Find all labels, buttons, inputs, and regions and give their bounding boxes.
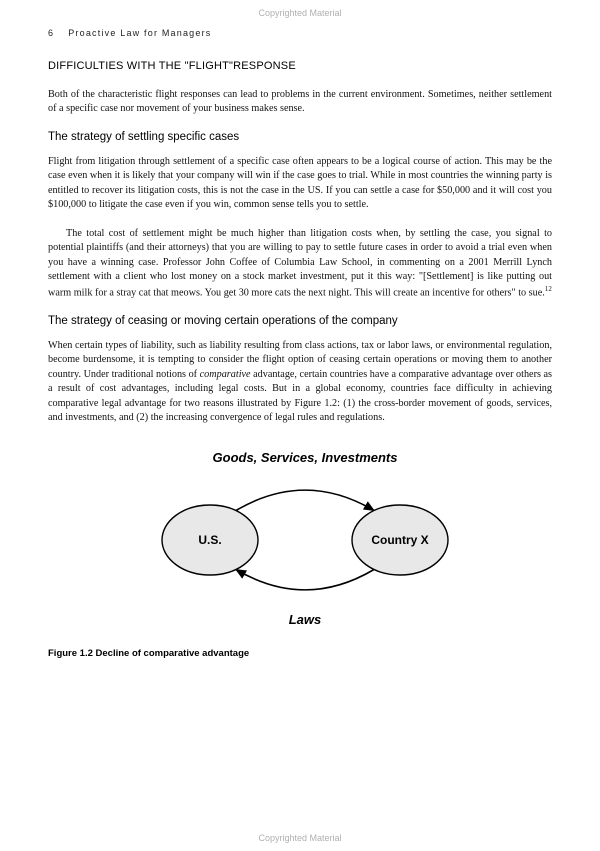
svg-text:U.S.: U.S. [198,533,221,547]
figure-svg: Goods, Services, Investments Laws U.S. Coun… [110,440,490,630]
subsection1-para2-text: The total cost of settlement might be mu… [48,228,552,298]
svg-text:Laws: Laws [289,612,322,627]
copyright-bottom: Copyrighted Material [0,833,600,843]
subsection1-title: The strategy of settling specific cases [48,131,552,143]
subsection1-para1: Flight from litigation through settlemen… [48,155,552,213]
svg-text:Country X: Country X [371,533,428,547]
page-number: 6 [48,28,54,38]
book-title: Proactive Law for Managers [68,28,211,38]
subsection2-para1: When certain types of liability, such as… [48,339,552,426]
intro-paragraph: Both of the characteristic flight respon… [48,88,552,117]
figure-caption: Figure 1.2 Decline of comparative advant… [48,648,552,659]
page-header: 6 Proactive Law for Managers [48,28,552,38]
subsection1-para2: The total cost of settlement might be mu… [48,227,552,301]
subsection2-title: The strategy of ceasing or moving certai… [48,315,552,327]
subsection2-para1-em: comparative [200,369,251,380]
figure-wrap: Goods, Services, Investments Laws U.S. Coun… [48,440,552,659]
copyright-top: Copyrighted Material [0,8,600,18]
svg-text:Goods, Services, Investments: Goods, Services, Investments [213,450,398,465]
page-content: 6 Proactive Law for Managers DIFFICULTIES… [0,0,600,715]
section-title: DIFFICULTIES WITH THE "FLIGHT"RESPONSE [48,60,552,72]
footnote-ref: 12 [545,285,552,293]
